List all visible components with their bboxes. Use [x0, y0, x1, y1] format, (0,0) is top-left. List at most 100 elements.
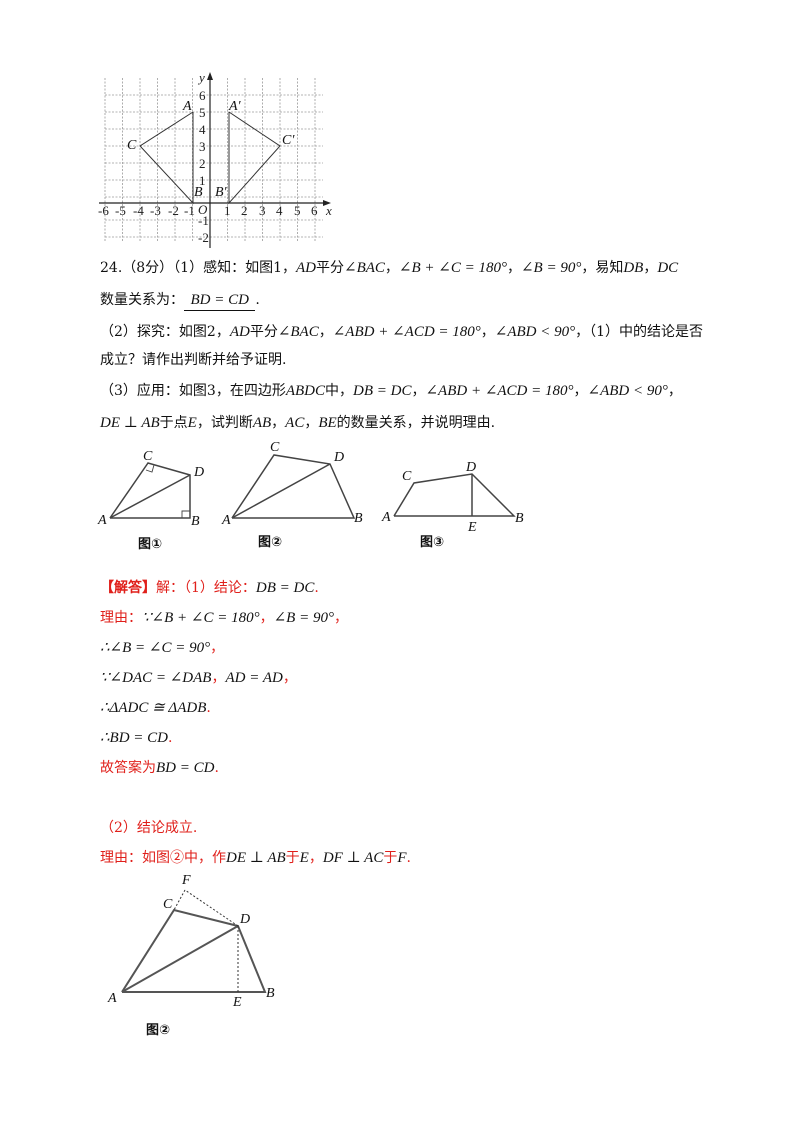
x-tick: 4: [276, 203, 283, 218]
sol-label-A: A: [107, 991, 117, 1006]
math: ∠ABD + ∠ACD = 180°: [425, 383, 574, 399]
x-tick: 1: [224, 203, 231, 218]
text: 于点: [159, 415, 188, 431]
text: ，: [271, 415, 286, 431]
fig1-caption: 图①: [138, 537, 162, 552]
x-tick: 5: [294, 203, 301, 218]
figure-2: [231, 454, 356, 519]
text: ，: [480, 324, 495, 340]
point-label-B-prime: B′: [215, 185, 228, 200]
y-tick: -2: [198, 230, 209, 245]
math: ∴∠B = ∠C = 90°: [100, 640, 211, 656]
math: DB: [623, 260, 644, 276]
text: ，: [411, 383, 426, 399]
text: ，: [643, 260, 658, 276]
text: 成立？请作出判断并给予证明.: [100, 352, 287, 368]
point-label-B: B: [194, 185, 203, 200]
answer-blank: BD = CD: [184, 290, 256, 311]
y-tick: 2: [199, 156, 206, 171]
math: ∴ΔADC ≅ ΔADB: [100, 700, 207, 716]
x-tick: -4: [133, 203, 144, 218]
math: AD = AD: [225, 670, 283, 686]
text: （1）感知：如图1，: [173, 260, 297, 276]
text: 故答案为: [100, 760, 156, 776]
fig3-label-D: D: [465, 460, 476, 475]
fig1-label-C: C: [143, 449, 153, 464]
text: .: [206, 700, 211, 716]
point-label-C-prime: C′: [282, 133, 295, 148]
fig1-label-B: B: [191, 514, 200, 529]
text: ，: [318, 324, 333, 340]
x-tick: -6: [98, 203, 109, 218]
answer-tag: 【解答】: [100, 580, 156, 596]
math: ∠ABD < 90°: [494, 324, 576, 340]
y-tick: 5: [199, 105, 206, 120]
fig3-caption: 图③: [420, 535, 444, 550]
math: DB = DC: [255, 580, 315, 596]
y-tick: -1: [198, 213, 209, 228]
x-tick: -5: [115, 203, 126, 218]
text: 平分: [316, 260, 345, 276]
problem-line-5: （3）应用：如图3，在四边形ABDC中，DB = DC，∠ABD + ∠ACD …: [100, 381, 682, 401]
math: ∵∠DAC = ∠DAB: [100, 670, 212, 686]
sol-label-C: C: [163, 897, 173, 912]
figure-3: [393, 473, 516, 517]
math: ∠ABD + ∠ACD = 180°: [332, 324, 481, 340]
text: ，: [573, 383, 588, 399]
y-tick: 1: [199, 173, 206, 188]
solution-line-1: 【解答】解：（1）结论：DB = DC.: [100, 578, 319, 598]
text: ，: [308, 850, 323, 866]
text: ，: [384, 260, 399, 276]
math: BD = CD: [190, 292, 249, 308]
text: ，易知: [581, 260, 624, 276]
math: DB = DC: [353, 383, 412, 399]
text: 平分: [249, 324, 278, 340]
text: ，: [506, 260, 521, 276]
math: DF ⊥ AC: [322, 850, 384, 866]
fig2-label-A: A: [221, 513, 231, 528]
text: （2）探究：如图2，: [100, 324, 230, 340]
text: （3）应用：如图3，在四边形: [100, 383, 286, 399]
math: F: [397, 850, 407, 866]
text: ，: [667, 383, 682, 399]
text: 的数量关系，并说明理由.: [336, 415, 496, 431]
math: ∵∠B + ∠C = 180°: [142, 610, 260, 626]
solution-line-2: 理由：∵∠B + ∠C = 180°，∠B = 90°，: [100, 608, 348, 628]
text: ，: [304, 415, 319, 431]
fig3-label-A: A: [381, 510, 391, 525]
text: .: [255, 292, 260, 308]
sol-fig-caption: 图②: [146, 1023, 170, 1038]
problem-score: （8分）: [122, 260, 174, 276]
math: E: [187, 415, 197, 431]
math: AC: [285, 415, 305, 431]
math: ∠BAC: [344, 260, 385, 276]
math: DC: [657, 260, 679, 276]
point-label-A: A: [182, 99, 192, 114]
solution-line-8: （2）结论成立.: [100, 818, 197, 838]
math: AD: [296, 260, 317, 276]
x-tick: 6: [311, 203, 318, 218]
solution-line-9: 理由：如图②中，作DE ⊥ AB于E，DF ⊥ AC于F.: [100, 848, 411, 868]
solution-line-4: ∵∠DAC = ∠DAB，AD = AD，: [100, 668, 297, 688]
x-tick: 2: [241, 203, 248, 218]
y-tick: 3: [199, 139, 206, 154]
x-tick: 3: [259, 203, 266, 218]
x-tick: -3: [150, 203, 161, 218]
solution-line-6: ∴BD = CD.: [100, 728, 172, 748]
math: ABDC: [285, 383, 325, 399]
solution-line-7: 故答案为BD = CD.: [100, 758, 219, 778]
y-tick: 4: [199, 122, 206, 137]
text: ，（1）中的结论是否: [575, 324, 704, 340]
x-tick: -2: [168, 203, 179, 218]
solution-figure-2: A B C D E F 图②: [107, 873, 275, 1038]
text: 于: [285, 850, 300, 866]
text: ，: [211, 670, 226, 686]
math: ∠BAC: [277, 324, 319, 340]
text: ，试判断: [196, 415, 253, 431]
fig2-label-D: D: [333, 450, 344, 465]
text: .: [314, 580, 319, 596]
sol-label-F: F: [181, 873, 191, 888]
math: BD = CD: [156, 760, 215, 776]
text: ，: [259, 610, 274, 626]
problem-line-3: （2）探究：如图2，AD平分∠BAC，∠ABD + ∠ACD = 180°，∠A…: [100, 322, 703, 342]
